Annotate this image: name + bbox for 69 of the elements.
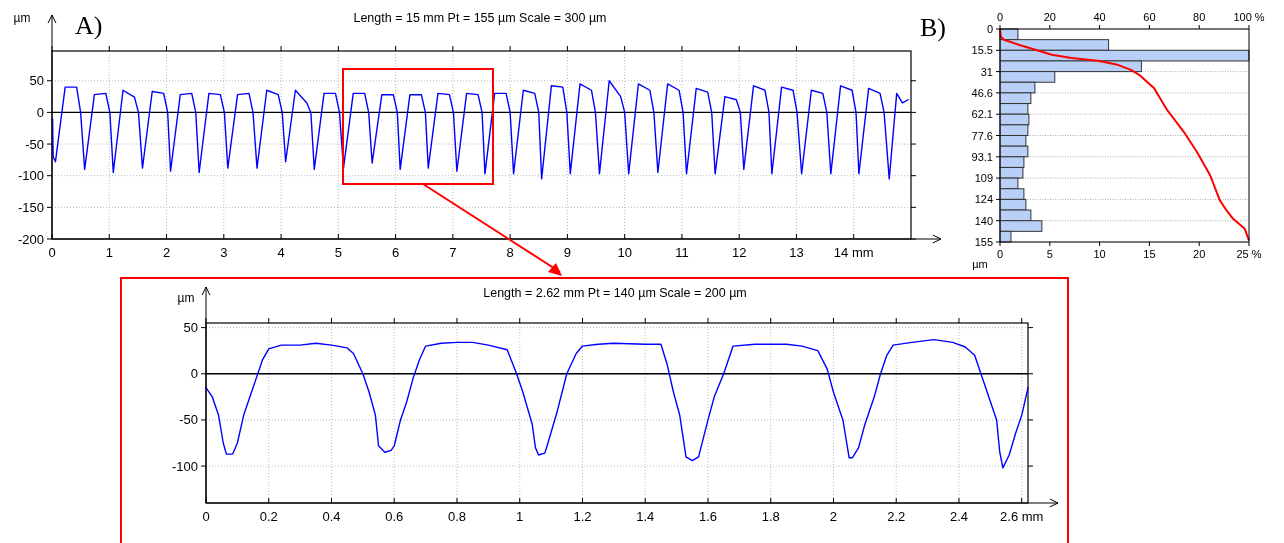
y-axis-title: µm: [177, 291, 195, 305]
text: A): [75, 11, 103, 40]
x-tick-label: 2.2: [887, 509, 906, 524]
x2-tick-label: 60: [1143, 11, 1156, 23]
y-tick-label: 0: [190, 366, 198, 382]
y-tick-label: 155: [974, 236, 993, 248]
y-tick-label: 0: [36, 104, 44, 120]
y-tick-label: 31: [980, 65, 993, 78]
x-tick-label: 14 mm: [833, 245, 874, 260]
x-tick-label: 3: [220, 245, 228, 260]
x-tick-label: 5: [334, 245, 342, 260]
x-tick-label: 6: [391, 245, 400, 260]
x-tick-label: 1.2: [573, 509, 592, 524]
x2-tick-label: 80: [1193, 11, 1206, 23]
y-tick-label: 0: [986, 23, 993, 35]
x-tick-label: 1: [105, 245, 113, 260]
x-tick-label: 11: [675, 245, 689, 260]
y-tick-label: 50: [183, 320, 198, 336]
y-tick-label: 50: [29, 73, 44, 89]
y-tick-label: 124: [974, 193, 993, 206]
x-tick-label: 1.8: [761, 509, 780, 524]
x2-tick-label: 100 %: [1233, 11, 1265, 23]
y-tick-label: -150: [17, 199, 44, 215]
x-tick-label: 1: [516, 509, 524, 524]
y-tick-label: -100: [17, 168, 44, 184]
x-tick-label: 2.6 mm: [1000, 509, 1044, 524]
x-tick-label: 13: [789, 245, 804, 260]
y-tick-label: -100: [171, 458, 198, 474]
x-tick-label: 25 %: [1236, 248, 1262, 260]
x2-tick-label: 20: [1043, 11, 1056, 23]
y-tick-label: 77.6: [971, 129, 993, 142]
x-tick-label: 0: [202, 509, 210, 524]
y-tick-label: 109: [974, 172, 993, 185]
y-tick-label: 140: [974, 214, 993, 227]
y-tick-label: -50: [25, 136, 44, 152]
y-tick-label: 62.1: [971, 108, 993, 121]
x2-tick-label: 40: [1093, 11, 1106, 23]
chart-title: Length = 15 mm Pt = 155 µm Scale = 300 µm: [353, 11, 607, 25]
chart-title: Length = 2.62 mm Pt = 140 µm Scale = 200 µm: [483, 286, 747, 300]
x-tick-label: 0: [996, 248, 1004, 260]
x-tick-label: 5: [1046, 248, 1053, 260]
x-tick-label: 9: [563, 245, 572, 260]
text: B): [920, 13, 946, 42]
y-tick-label: 93.1: [971, 150, 993, 163]
x-tick-label: 0.2: [259, 509, 278, 524]
x-tick-label: 4: [277, 245, 285, 260]
y-axis-title: µm: [972, 258, 988, 270]
x-tick-label: 0.6: [385, 509, 404, 524]
x-tick-label: 12: [731, 245, 747, 260]
x-tick-label: 2: [829, 509, 838, 524]
y-tick-label: 15.5: [971, 44, 993, 57]
x-tick-label: 0.4: [322, 509, 341, 524]
x-tick-label: 1.6: [698, 509, 718, 524]
x-tick-label: 0: [48, 245, 56, 260]
x-tick-label: 10: [1093, 248, 1106, 260]
x2-tick-label: 0: [996, 11, 1004, 23]
x-tick-label: 2: [162, 245, 171, 260]
x-tick-label: 20: [1193, 248, 1206, 260]
y-tick-label: -200: [17, 231, 44, 247]
x-tick-label: 15: [1143, 248, 1156, 260]
x-tick-label: 8: [506, 245, 514, 260]
x-tick-label: 2.4: [949, 509, 969, 524]
x-tick-label: 10: [617, 245, 632, 260]
y-tick-label: 46.6: [971, 86, 993, 99]
y-tick-label: -50: [179, 412, 198, 428]
x-tick-label: 7: [449, 245, 457, 260]
y-axis-title: µm: [13, 11, 31, 25]
x-tick-label: 1.4: [636, 509, 655, 524]
x-tick-label: 0.8: [447, 509, 467, 524]
